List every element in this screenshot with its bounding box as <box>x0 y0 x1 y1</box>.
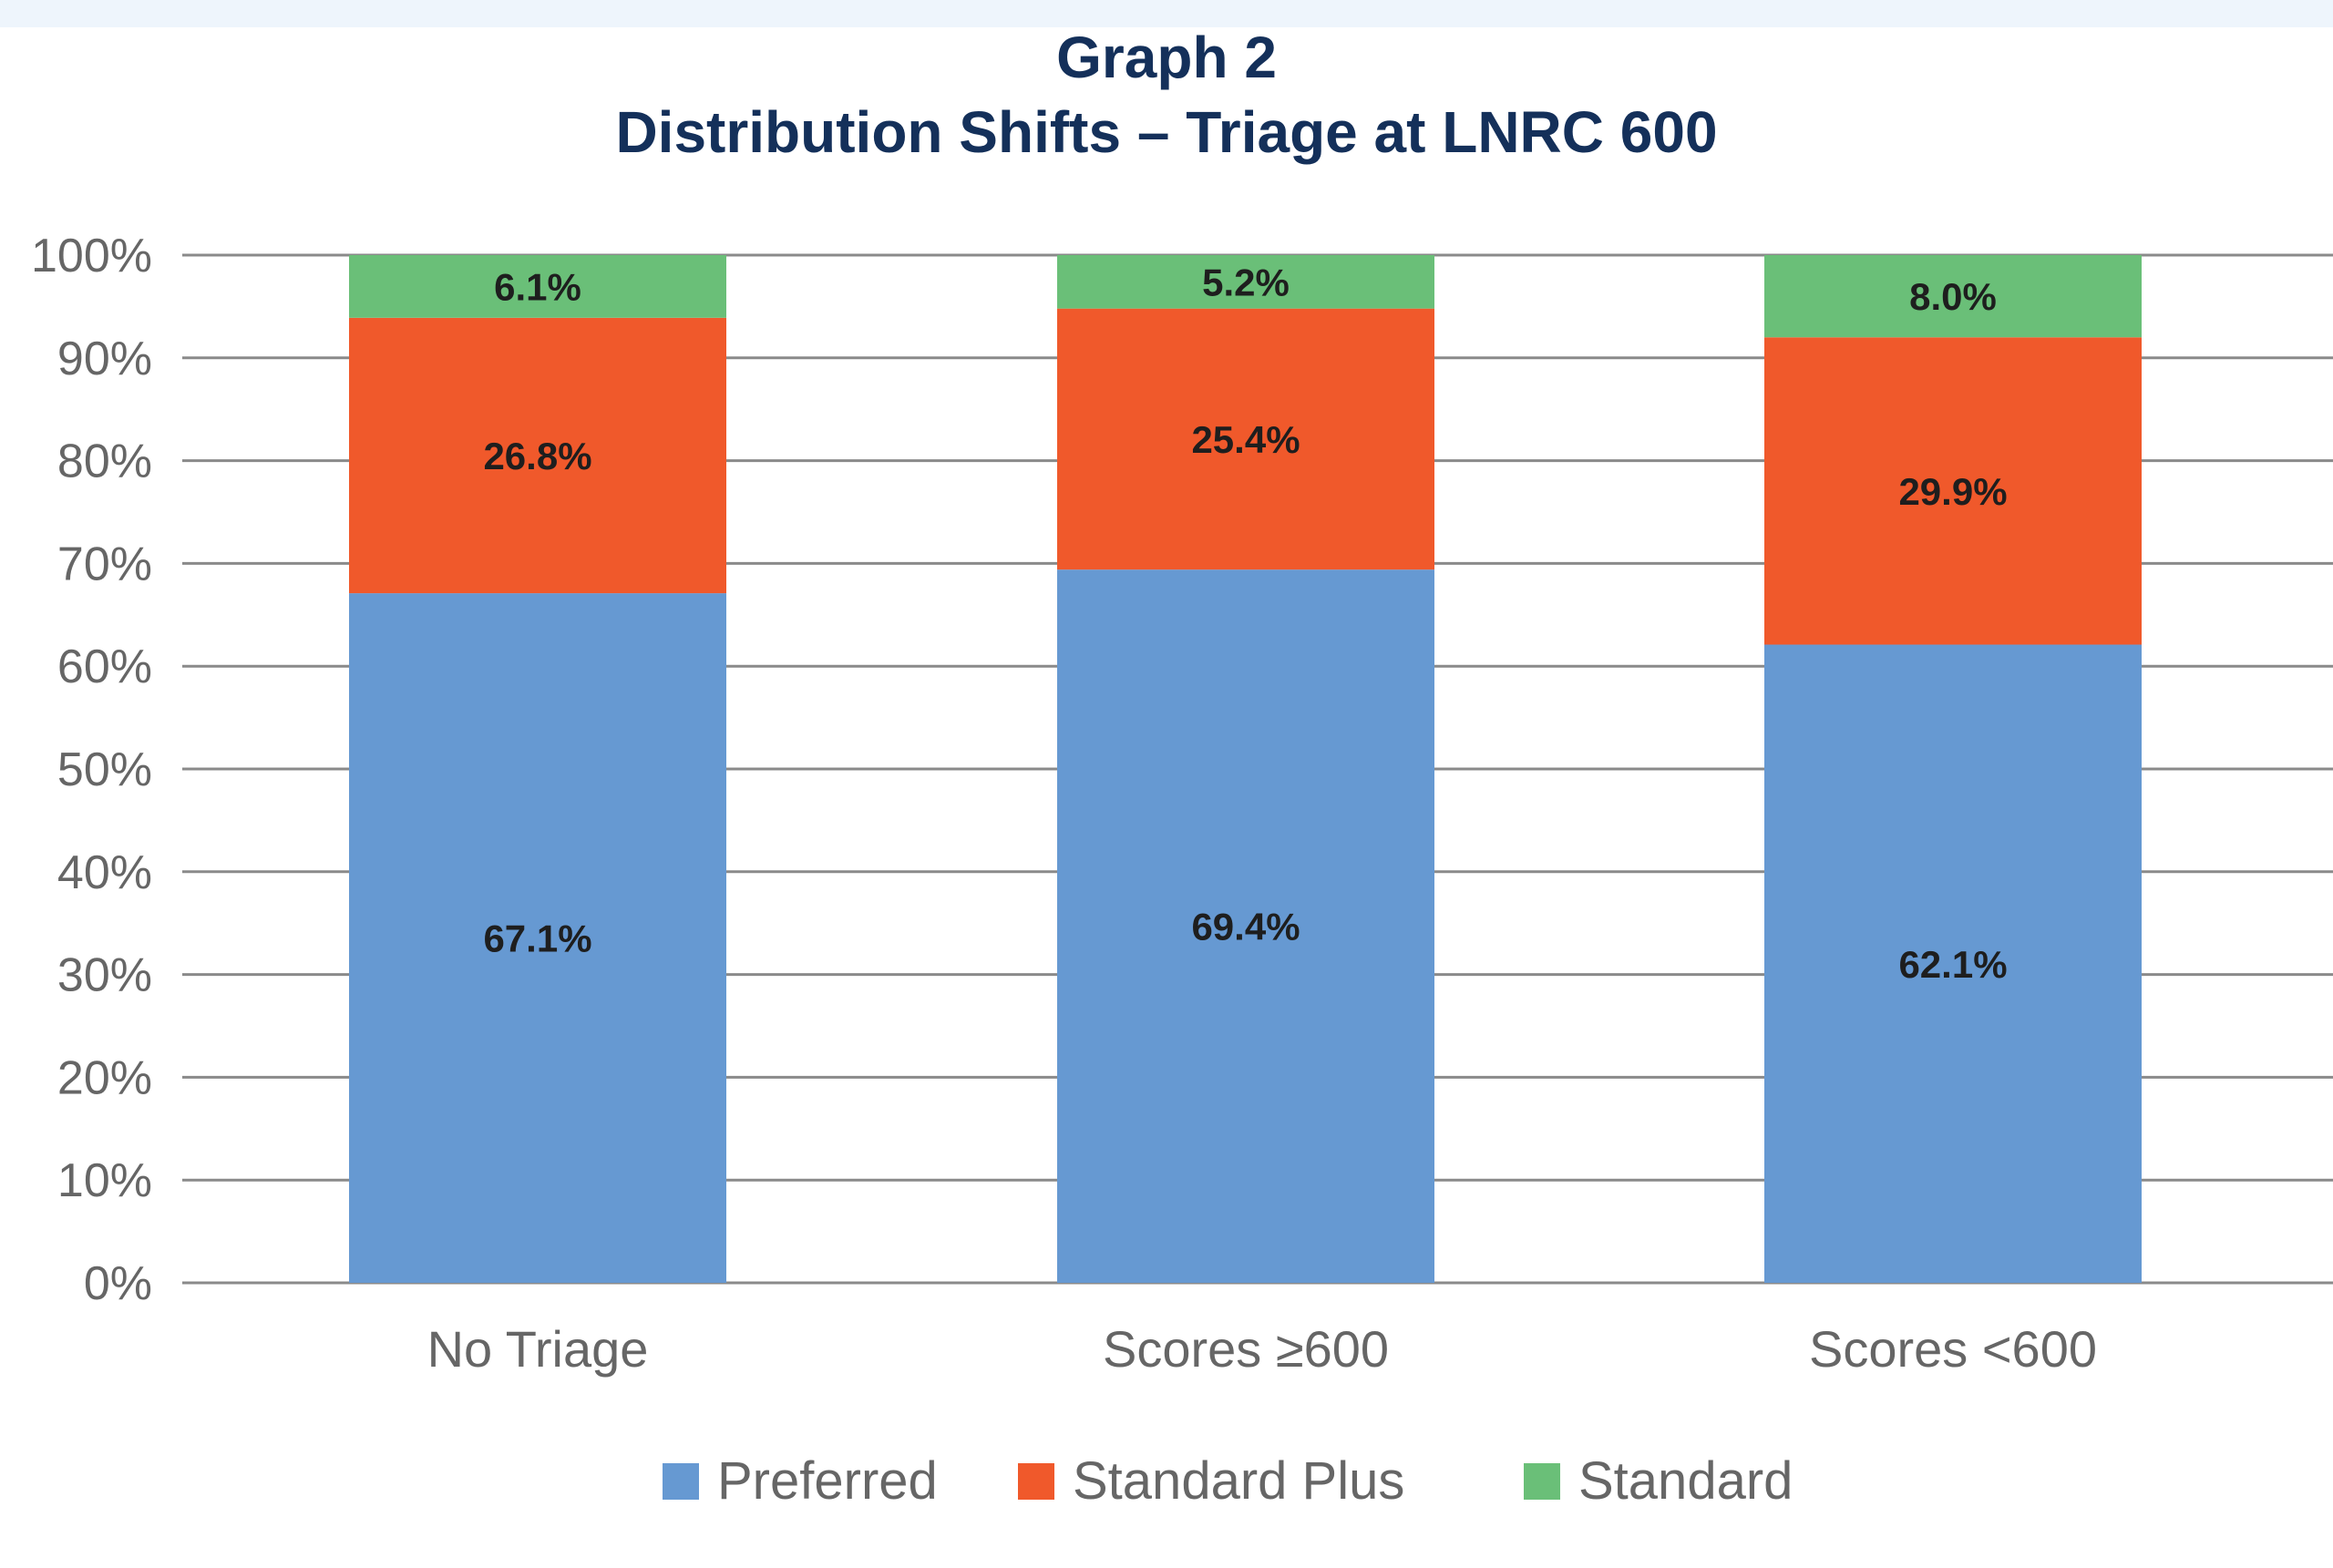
legend-swatch-standard-plus <box>1018 1463 1054 1500</box>
y-tick-label: 40% <box>57 846 152 899</box>
chart-subtitle: Distribution Shifts – Triage at LNRC 600 <box>615 99 1718 165</box>
legend-label-standard-plus: Standard Plus <box>1073 1451 1404 1511</box>
chart-title-block: Graph 2 Distribution Shifts – Triage at … <box>0 20 2333 169</box>
bar-standard-plus <box>349 317 726 594</box>
x-axis-ticks: No Triage Scores ≥600 Scores <600 <box>427 1320 2097 1378</box>
bar-preferred <box>1764 644 2142 1283</box>
bar-standard-plus <box>1764 337 2142 645</box>
chart-title: Graph 2 <box>1056 25 1277 90</box>
data-label: 69.4% <box>1191 906 1300 948</box>
y-tick-label: 0% <box>84 1257 152 1310</box>
y-tick-label: 30% <box>57 949 152 1002</box>
y-tick-label: 80% <box>57 436 152 488</box>
data-label: 67.1% <box>483 917 591 960</box>
data-label: 25.4% <box>1191 418 1300 461</box>
y-tick-label: 50% <box>57 743 152 796</box>
bar-standard <box>1764 255 2142 338</box>
legend-swatch-preferred <box>663 1463 699 1500</box>
y-tick-label: 90% <box>57 333 152 385</box>
y-axis-ticks: 0% 10% 20% 30% 40% 50% 60% 70% 80% 90% 100% <box>31 230 152 1310</box>
bar-preferred <box>349 593 726 1283</box>
data-label: 29.9% <box>1898 470 2007 513</box>
data-label: 8.0% <box>1909 275 1997 318</box>
y-tick-label: 70% <box>57 538 152 590</box>
bar-standard-plus <box>1057 308 1434 570</box>
y-tick-label: 60% <box>57 641 152 693</box>
x-tick-label: Scores ≥600 <box>1103 1320 1389 1378</box>
y-tick-label: 100% <box>31 230 152 282</box>
y-tick-label: 10% <box>57 1154 152 1207</box>
data-labels: 67.1% 26.8% 6.1% 69.4% 25.4% 5.2% 62.1% 29.9% 8.… <box>483 261 2007 985</box>
bar-standard <box>349 255 726 318</box>
bar-standard <box>1057 255 1434 309</box>
header-band <box>0 0 2333 27</box>
legend-swatch-standard <box>1524 1463 1560 1500</box>
bar-preferred <box>1057 569 1434 1283</box>
x-tick-label: Scores <600 <box>1809 1320 2097 1378</box>
bars <box>349 255 2142 1283</box>
data-label: 5.2% <box>1202 261 1290 303</box>
data-label: 62.1% <box>1898 943 2007 986</box>
legend-label-preferred: Preferred <box>717 1451 938 1511</box>
y-tick-label: 20% <box>57 1051 152 1104</box>
legend: Preferred Standard Plus Standard <box>663 1451 1793 1511</box>
x-tick-label: No Triage <box>427 1320 649 1378</box>
data-label: 6.1% <box>494 265 581 308</box>
data-label: 26.8% <box>483 435 591 477</box>
legend-label-standard: Standard <box>1578 1451 1793 1511</box>
